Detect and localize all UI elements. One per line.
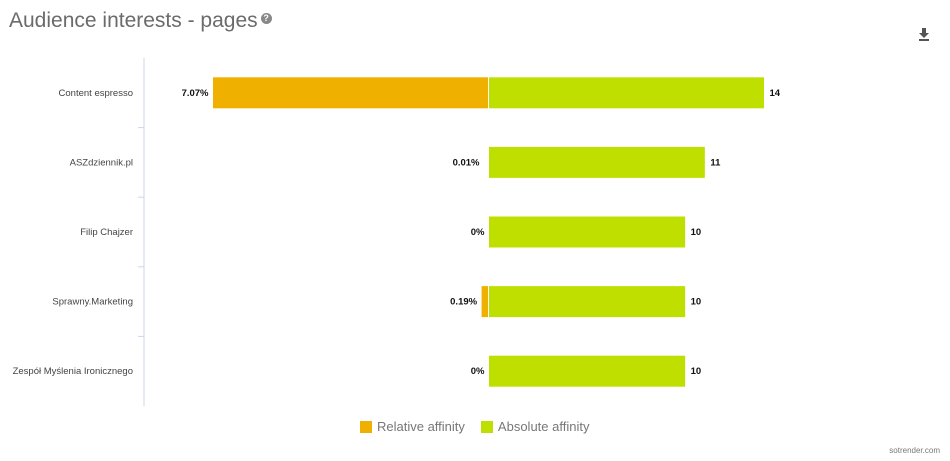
bar-absolute-affinity[interactable]: [488, 354, 687, 388]
data-label-relative: 0.19%: [450, 297, 477, 308]
legend-item-absolute[interactable]: Absolute affinity: [480, 419, 590, 434]
data-label-relative: 7.07%: [182, 88, 209, 99]
category-label: Filip Chajzer: [80, 227, 133, 238]
bar-relative-affinity[interactable]: [480, 285, 489, 319]
data-label-absolute: 14: [770, 88, 781, 99]
legend: Relative affinity Absolute affinity: [360, 419, 589, 434]
legend-label: Relative affinity: [377, 419, 465, 434]
bar-relative-affinity[interactable]: [212, 76, 489, 110]
category-label: Sprawny.Marketing: [52, 297, 133, 308]
chart-title: Audience interests - pages?: [9, 9, 272, 33]
legend-item-relative[interactable]: Relative affinity: [360, 419, 465, 434]
category-label: Zespół Myślenia Ironicznego: [13, 366, 133, 377]
data-label-relative: 0.01%: [453, 157, 480, 168]
watermark: sotrender.com: [889, 446, 940, 455]
legend-label: Absolute affinity: [497, 419, 590, 434]
title-text: Audience interests - pages: [9, 9, 258, 32]
data-label-absolute: 11: [710, 157, 721, 168]
bar-absolute-affinity[interactable]: [488, 145, 706, 179]
data-label-absolute: 10: [691, 297, 702, 308]
question-circle-icon[interactable]: ?: [260, 13, 272, 24]
bar-absolute-affinity[interactable]: [488, 285, 687, 319]
category-label: Content espresso: [59, 88, 133, 99]
legend-swatch: [480, 420, 493, 433]
data-label-relative: 0%: [471, 366, 485, 377]
data-label-relative: 0%: [471, 227, 485, 238]
bar-absolute-affinity[interactable]: [488, 215, 687, 249]
data-label-absolute: 10: [691, 227, 702, 238]
category-label: ASZdziennik.pl: [70, 157, 133, 168]
download-icon[interactable]: [916, 26, 932, 42]
bar-absolute-affinity[interactable]: [488, 76, 765, 110]
legend-swatch: [360, 420, 372, 433]
data-label-absolute: 10: [691, 366, 702, 377]
